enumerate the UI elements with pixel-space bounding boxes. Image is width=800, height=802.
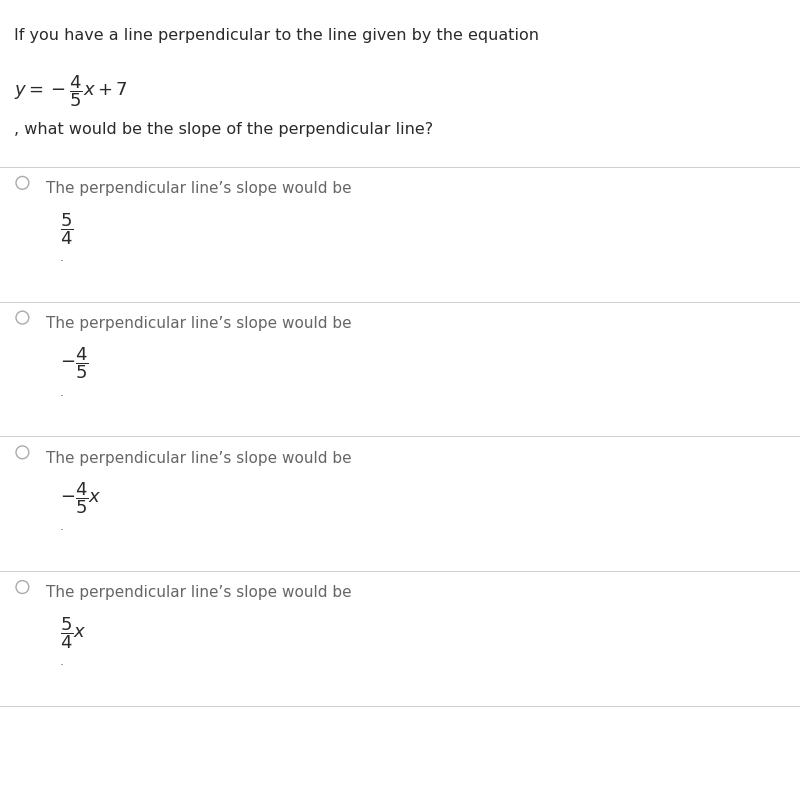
Text: The perpendicular line’s slope would be: The perpendicular line’s slope would be (46, 451, 352, 466)
Text: $-\dfrac{4}{5}$: $-\dfrac{4}{5}$ (60, 346, 89, 381)
Text: , what would be the slope of the perpendicular line?: , what would be the slope of the perpend… (14, 122, 434, 137)
Text: .: . (60, 386, 64, 399)
Text: The perpendicular line’s slope would be: The perpendicular line’s slope would be (46, 585, 352, 601)
Text: $-\dfrac{4}{5}x$: $-\dfrac{4}{5}x$ (60, 480, 102, 516)
Text: $y = -\dfrac{4}{5}x + 7$: $y = -\dfrac{4}{5}x + 7$ (14, 74, 128, 109)
Text: If you have a line perpendicular to the line given by the equation: If you have a line perpendicular to the … (14, 28, 539, 43)
Text: $\dfrac{5}{4}x$: $\dfrac{5}{4}x$ (60, 615, 86, 650)
Text: The perpendicular line’s slope would be: The perpendicular line’s slope would be (46, 316, 352, 331)
Text: The perpendicular line’s slope would be: The perpendicular line’s slope would be (46, 181, 352, 196)
Text: $\dfrac{5}{4}$: $\dfrac{5}{4}$ (60, 211, 74, 246)
Text: .: . (60, 655, 64, 668)
Text: .: . (60, 251, 64, 264)
Text: .: . (60, 520, 64, 533)
